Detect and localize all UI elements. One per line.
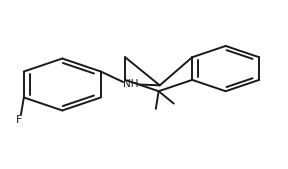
Text: F: F: [16, 115, 23, 125]
Text: NH: NH: [123, 79, 139, 89]
